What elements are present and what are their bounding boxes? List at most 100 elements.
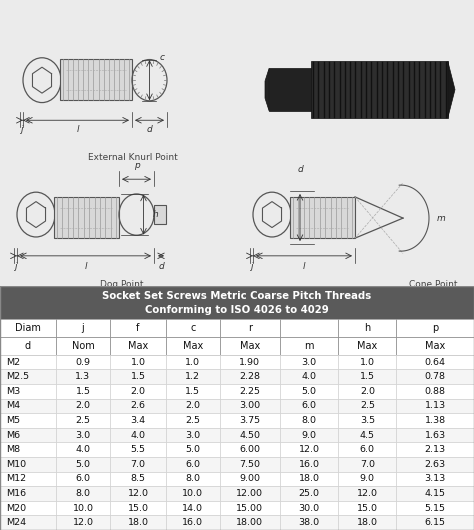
Text: 1.0: 1.0: [130, 358, 146, 367]
Bar: [0, 413, 56, 428]
Bar: [0, 337, 56, 355]
Bar: [220, 457, 280, 472]
Bar: [269, 68, 311, 111]
Bar: [56, 457, 110, 472]
Bar: [166, 428, 220, 443]
Text: 1.5: 1.5: [75, 387, 91, 396]
Text: 9.0: 9.0: [360, 474, 375, 483]
Bar: [220, 337, 280, 355]
Text: Conforming to ISO 4026 to 4029: Conforming to ISO 4026 to 4029: [145, 305, 329, 315]
Text: 2.25: 2.25: [239, 387, 260, 396]
Text: M10: M10: [6, 460, 26, 469]
Text: M16: M16: [6, 489, 26, 498]
Text: M4: M4: [6, 401, 20, 410]
Bar: [166, 319, 220, 337]
Text: 2.0: 2.0: [360, 387, 375, 396]
Text: Diam: Diam: [15, 323, 41, 333]
Text: j: j: [82, 323, 84, 333]
Bar: [280, 319, 338, 337]
Bar: [220, 355, 280, 369]
Bar: [110, 472, 166, 486]
Bar: [110, 413, 166, 428]
Bar: [60, 59, 132, 100]
Bar: [280, 515, 338, 530]
Text: 3.0: 3.0: [185, 430, 201, 439]
Bar: [396, 319, 474, 337]
Bar: [338, 457, 396, 472]
Text: 2.0: 2.0: [130, 387, 146, 396]
Text: 4.15: 4.15: [425, 489, 446, 498]
Text: 18.0: 18.0: [357, 518, 378, 527]
Text: M2.5: M2.5: [6, 372, 29, 381]
Text: M12: M12: [6, 474, 26, 483]
Bar: [110, 515, 166, 530]
Text: 6.0: 6.0: [75, 474, 91, 483]
Bar: [338, 319, 396, 337]
Bar: [338, 486, 396, 501]
Text: 5.5: 5.5: [130, 445, 146, 454]
Text: 14.0: 14.0: [182, 504, 203, 513]
Bar: [110, 369, 166, 384]
Text: h: h: [153, 210, 158, 219]
Text: 2.5: 2.5: [75, 416, 91, 425]
Text: p: p: [432, 323, 438, 333]
Bar: [166, 413, 220, 428]
Bar: [166, 486, 220, 501]
Text: 12.0: 12.0: [357, 489, 378, 498]
Bar: [56, 384, 110, 399]
Bar: [166, 515, 220, 530]
Text: 6.0: 6.0: [185, 460, 201, 469]
Text: 25.0: 25.0: [299, 489, 319, 498]
Bar: [280, 355, 338, 369]
Text: 3.0: 3.0: [301, 358, 317, 367]
Text: Max: Max: [357, 341, 377, 351]
Text: 15.0: 15.0: [128, 504, 148, 513]
Bar: [338, 399, 396, 413]
Text: 1.3: 1.3: [75, 372, 91, 381]
Bar: [56, 413, 110, 428]
Text: p: p: [134, 161, 139, 170]
Text: 16.0: 16.0: [182, 518, 203, 527]
Polygon shape: [448, 61, 455, 118]
Bar: [0, 515, 56, 530]
Text: 5.0: 5.0: [185, 445, 201, 454]
Text: M20: M20: [6, 504, 26, 513]
Text: Max: Max: [425, 341, 445, 351]
Bar: [0, 472, 56, 486]
Text: 8.0: 8.0: [301, 416, 317, 425]
Bar: [0, 486, 56, 501]
Text: r: r: [248, 323, 252, 333]
Bar: [220, 384, 280, 399]
Bar: [220, 501, 280, 515]
Bar: [110, 428, 166, 443]
Text: 3.13: 3.13: [425, 474, 446, 483]
Text: 18.00: 18.00: [237, 518, 263, 527]
Bar: [166, 355, 220, 369]
Bar: [56, 355, 110, 369]
Text: 1.2: 1.2: [185, 372, 201, 381]
Bar: [166, 472, 220, 486]
Text: 4.5: 4.5: [360, 430, 375, 439]
Bar: [396, 384, 474, 399]
Text: 7.0: 7.0: [360, 460, 375, 469]
Bar: [220, 369, 280, 384]
Text: h: h: [364, 323, 371, 333]
Text: 4.0: 4.0: [75, 445, 91, 454]
Bar: [280, 443, 338, 457]
Text: Max: Max: [240, 341, 260, 351]
Text: M8: M8: [6, 445, 20, 454]
Bar: [280, 486, 338, 501]
Bar: [338, 355, 396, 369]
Text: 1.63: 1.63: [425, 430, 446, 439]
Text: 10.0: 10.0: [182, 489, 203, 498]
Bar: [166, 399, 220, 413]
Text: 18.0: 18.0: [299, 474, 319, 483]
Text: 12.0: 12.0: [73, 518, 93, 527]
Bar: [338, 384, 396, 399]
Bar: [0, 355, 56, 369]
Bar: [311, 61, 448, 118]
Text: j: j: [20, 125, 23, 134]
Bar: [166, 337, 220, 355]
Bar: [338, 472, 396, 486]
Bar: [110, 457, 166, 472]
